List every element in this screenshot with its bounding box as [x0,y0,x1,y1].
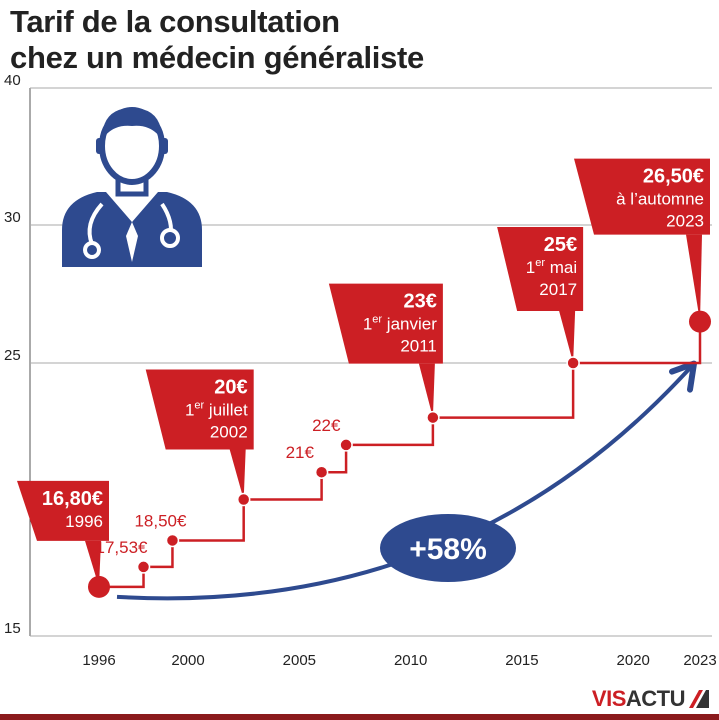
label-box-6 [328,283,443,364]
label-pointer-3 [229,449,246,500]
label-pointer-0 [85,540,101,587]
price-value-8: 26,50€ [643,166,704,188]
growth-label: +58% [409,533,487,566]
data-point-8 [689,310,711,333]
x-axis: 1996 2000 2005 2010 2015 2020 2023 [82,652,716,669]
data-point-2 [165,533,180,548]
price-value-3: 20€ [214,377,247,399]
label-box-8 [574,158,710,235]
x-tick-label-2005: 2005 [283,652,316,669]
y-tick-label-30: 30 [4,209,21,226]
visactu-logo: VISACTU [592,686,709,712]
price-label-box-0: 16,80€ 1996 [17,480,109,587]
price-value-2: 18,50€ [134,511,187,530]
logo-part-2: ACTU [625,686,686,711]
price-label-box-7: 25€1er mai 2017 [497,227,584,363]
x-tick-label-2010: 2010 [394,652,427,669]
data-point-7 [566,356,580,370]
price-value-0: 16,80€ [42,488,103,510]
x-tick-label-2020: 2020 [617,652,650,669]
x-tick-label-2000: 2000 [171,652,204,669]
data-point-4 [314,465,329,479]
price-date-7-1: 2017 [539,280,577,299]
data-point-1 [136,560,151,574]
y-axis: 15 25 30 40 [4,72,21,637]
label-box-0 [17,480,109,541]
price-label-box-8: 26,50€ à l’automne 2023 [574,158,710,322]
y-tick-label-25: 25 [4,347,21,364]
data-point-3 [236,492,251,507]
doctor-icon [62,107,202,267]
logo-slash-icon [689,690,709,708]
label-pointer-8 [686,234,702,322]
price-labels: 16,80€ 1996 17,53€ 18,50€ 20€1er juillet 2002… [17,158,711,598]
title-line-1: Tarif de la consultation [10,4,340,39]
price-date-3-1: 2002 [210,423,248,442]
growth-badge [380,514,516,582]
chart-title: Tarif de la consultation chez un médecin… [10,4,424,76]
price-value-4: 21€ [286,443,315,462]
price-value-1: 17,53€ [96,538,149,557]
price-date-8-0: à l’automne [616,190,704,209]
x-tick-label-2023: 2023 [683,652,716,669]
price-date-8-1: 2023 [666,212,704,231]
label-box-7 [497,227,584,311]
data-point-6 [426,410,440,425]
label-pointer-7 [559,311,576,363]
x-tick-label-1996: 1996 [82,652,115,669]
y-tick-label-15: 15 [4,620,21,637]
y-tick-label-40: 40 [4,72,21,89]
price-date-6-1: 2011 [400,337,437,356]
price-date-7-0: 1er mai [526,257,577,277]
data-point-5 [339,438,353,452]
data-point-0 [88,575,110,598]
growth-arrow: +58% [116,360,697,601]
price-value-5: 22€ [312,416,341,435]
price-label-box-3: 20€1er juillet 2002 [145,369,254,500]
price-value-7: 25€ [544,234,577,256]
label-pointer-6 [418,363,435,418]
title-line-2: chez un médecin généraliste [10,40,424,75]
price-value-6: 23€ [404,291,437,313]
price-date-0-0: 1996 [65,512,103,531]
logo-part-1: VIS [591,686,626,711]
x-tick-label-2015: 2015 [505,652,538,669]
footer-bar [0,714,719,720]
label-box-3 [145,369,254,450]
price-label-box-6: 23€1er janvier 2011 [328,283,443,418]
price-date-3-0: 1er juillet [185,400,248,420]
price-date-6-0: 1er janvier [363,314,437,334]
